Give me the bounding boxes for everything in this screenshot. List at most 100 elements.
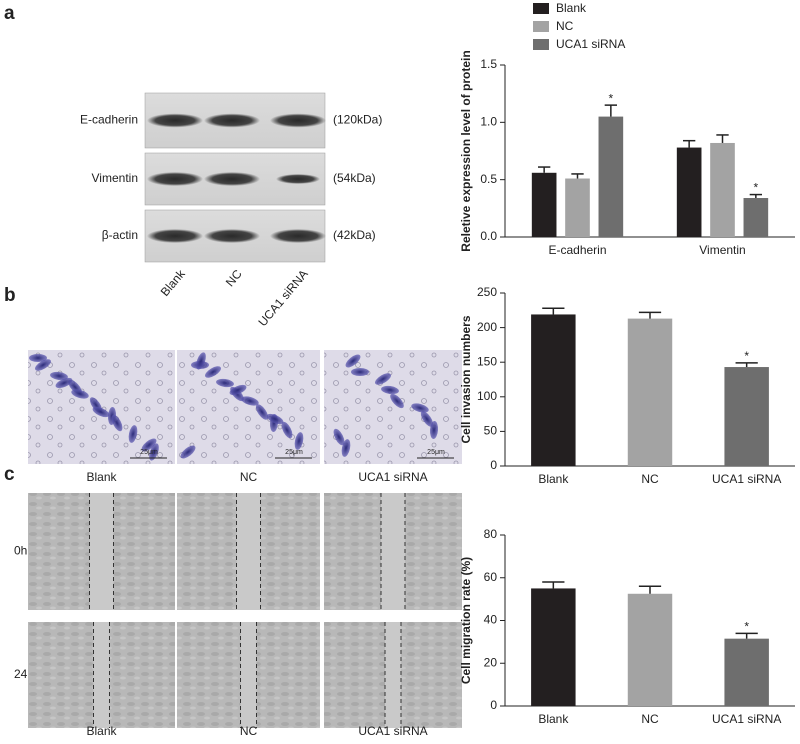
y-axis-label: Reletive expression level of protein (459, 50, 473, 251)
y-tick-label: 150 (477, 354, 497, 368)
scale-label: 25μm (140, 449, 158, 456)
cell (50, 371, 68, 381)
cell (411, 403, 429, 413)
cell (29, 354, 47, 362)
size-label: (120kDa) (333, 113, 382, 127)
cell (294, 432, 304, 450)
size-label: (54kDa) (333, 171, 376, 185)
cell (333, 428, 345, 446)
blot-band (204, 229, 260, 243)
bar (710, 142, 735, 237)
cell (375, 373, 391, 385)
y-tick-label: 40 (484, 613, 498, 627)
blot-band (147, 229, 203, 243)
x-tick-label: UCA1 siRNA (712, 472, 781, 486)
x-tick-label: UCA1 siRNA (712, 712, 781, 726)
cell (281, 421, 293, 439)
x-tick-label: Vimentin (699, 243, 745, 257)
bar (565, 178, 590, 237)
y-tick-label: 1.0 (480, 115, 497, 129)
blot-band (276, 174, 320, 184)
y-tick-label: 100 (477, 389, 497, 403)
bar (724, 367, 769, 466)
cell (205, 366, 221, 378)
y-tick-label: 0.5 (480, 172, 497, 186)
bar (724, 638, 769, 706)
x-tick-label: NC (641, 472, 659, 486)
lane-label: UCA1 siRNA (255, 267, 310, 329)
y-tick-label: 20 (484, 655, 498, 669)
y-tick-label: 1.5 (480, 57, 497, 71)
protein-label: E-cadherin (80, 113, 138, 127)
cell (216, 378, 234, 388)
legend-label: Blank (556, 1, 587, 15)
cell (55, 377, 73, 389)
x-tick-label: E-cadherin (548, 243, 606, 257)
cell (381, 385, 399, 395)
y-axis-label: Cell migration rate (%) (459, 557, 473, 684)
protein-label: β-actin (102, 228, 138, 242)
bar (531, 588, 576, 706)
bar (531, 172, 557, 237)
x-tick-label: Blank (538, 712, 569, 726)
blot-band (147, 113, 203, 128)
bar (743, 198, 769, 237)
protein-label: Vimentin (92, 171, 138, 185)
y-tick-label: 250 (477, 285, 497, 299)
cell (128, 425, 138, 443)
legend-swatch (533, 39, 549, 50)
cell (196, 352, 206, 370)
panel-label: c (4, 464, 15, 485)
y-axis-label: Cell invasion numbers (459, 315, 473, 443)
x-tick-label: Blank (538, 472, 569, 486)
cell (255, 404, 269, 420)
bar (531, 314, 576, 466)
legend-label: NC (556, 19, 574, 33)
cell (345, 354, 361, 368)
scale-label: 25μm (285, 449, 303, 456)
cell (71, 389, 89, 399)
image-label: NC (240, 470, 258, 484)
significance-label: * (744, 349, 749, 363)
bar (627, 318, 673, 466)
image-label: UCA1 siRNA (358, 470, 427, 484)
y-tick-label: 60 (484, 570, 498, 584)
image-label: Blank (86, 470, 117, 484)
cell (420, 411, 434, 427)
image-label: Blank (86, 724, 117, 738)
cell (35, 359, 51, 371)
y-tick-label: 50 (484, 424, 498, 438)
cell (229, 384, 247, 396)
y-tick-label: 80 (484, 527, 498, 541)
blot-band (204, 113, 260, 128)
cell (141, 438, 157, 452)
legend-swatch (533, 21, 549, 32)
significance-label: * (744, 619, 749, 633)
legend-swatch (533, 3, 549, 14)
legend-label: UCA1 siRNA (556, 37, 625, 51)
blot-band (147, 172, 203, 186)
image-label: NC (240, 724, 258, 738)
y-tick-label: 0.0 (480, 229, 497, 243)
x-tick-label: NC (641, 712, 659, 726)
wound-gap (381, 493, 405, 610)
size-label: (42kDa) (333, 228, 376, 242)
cell (266, 413, 284, 425)
blot-band (270, 229, 326, 243)
scale-label: 25μm (427, 449, 445, 456)
cell (351, 368, 369, 376)
panel-label: a (4, 3, 15, 24)
blot-band (204, 172, 260, 186)
wound-gap (385, 622, 401, 728)
lane-label: Blank (158, 266, 189, 299)
bar (598, 116, 624, 237)
wound-gap (93, 622, 110, 728)
bar (676, 147, 702, 237)
wound-gap (89, 493, 114, 610)
blot-band (270, 113, 326, 128)
cell (92, 406, 110, 418)
significance-label: * (609, 91, 614, 105)
y-tick-label: 0 (490, 698, 497, 712)
y-tick-label: 200 (477, 320, 497, 334)
